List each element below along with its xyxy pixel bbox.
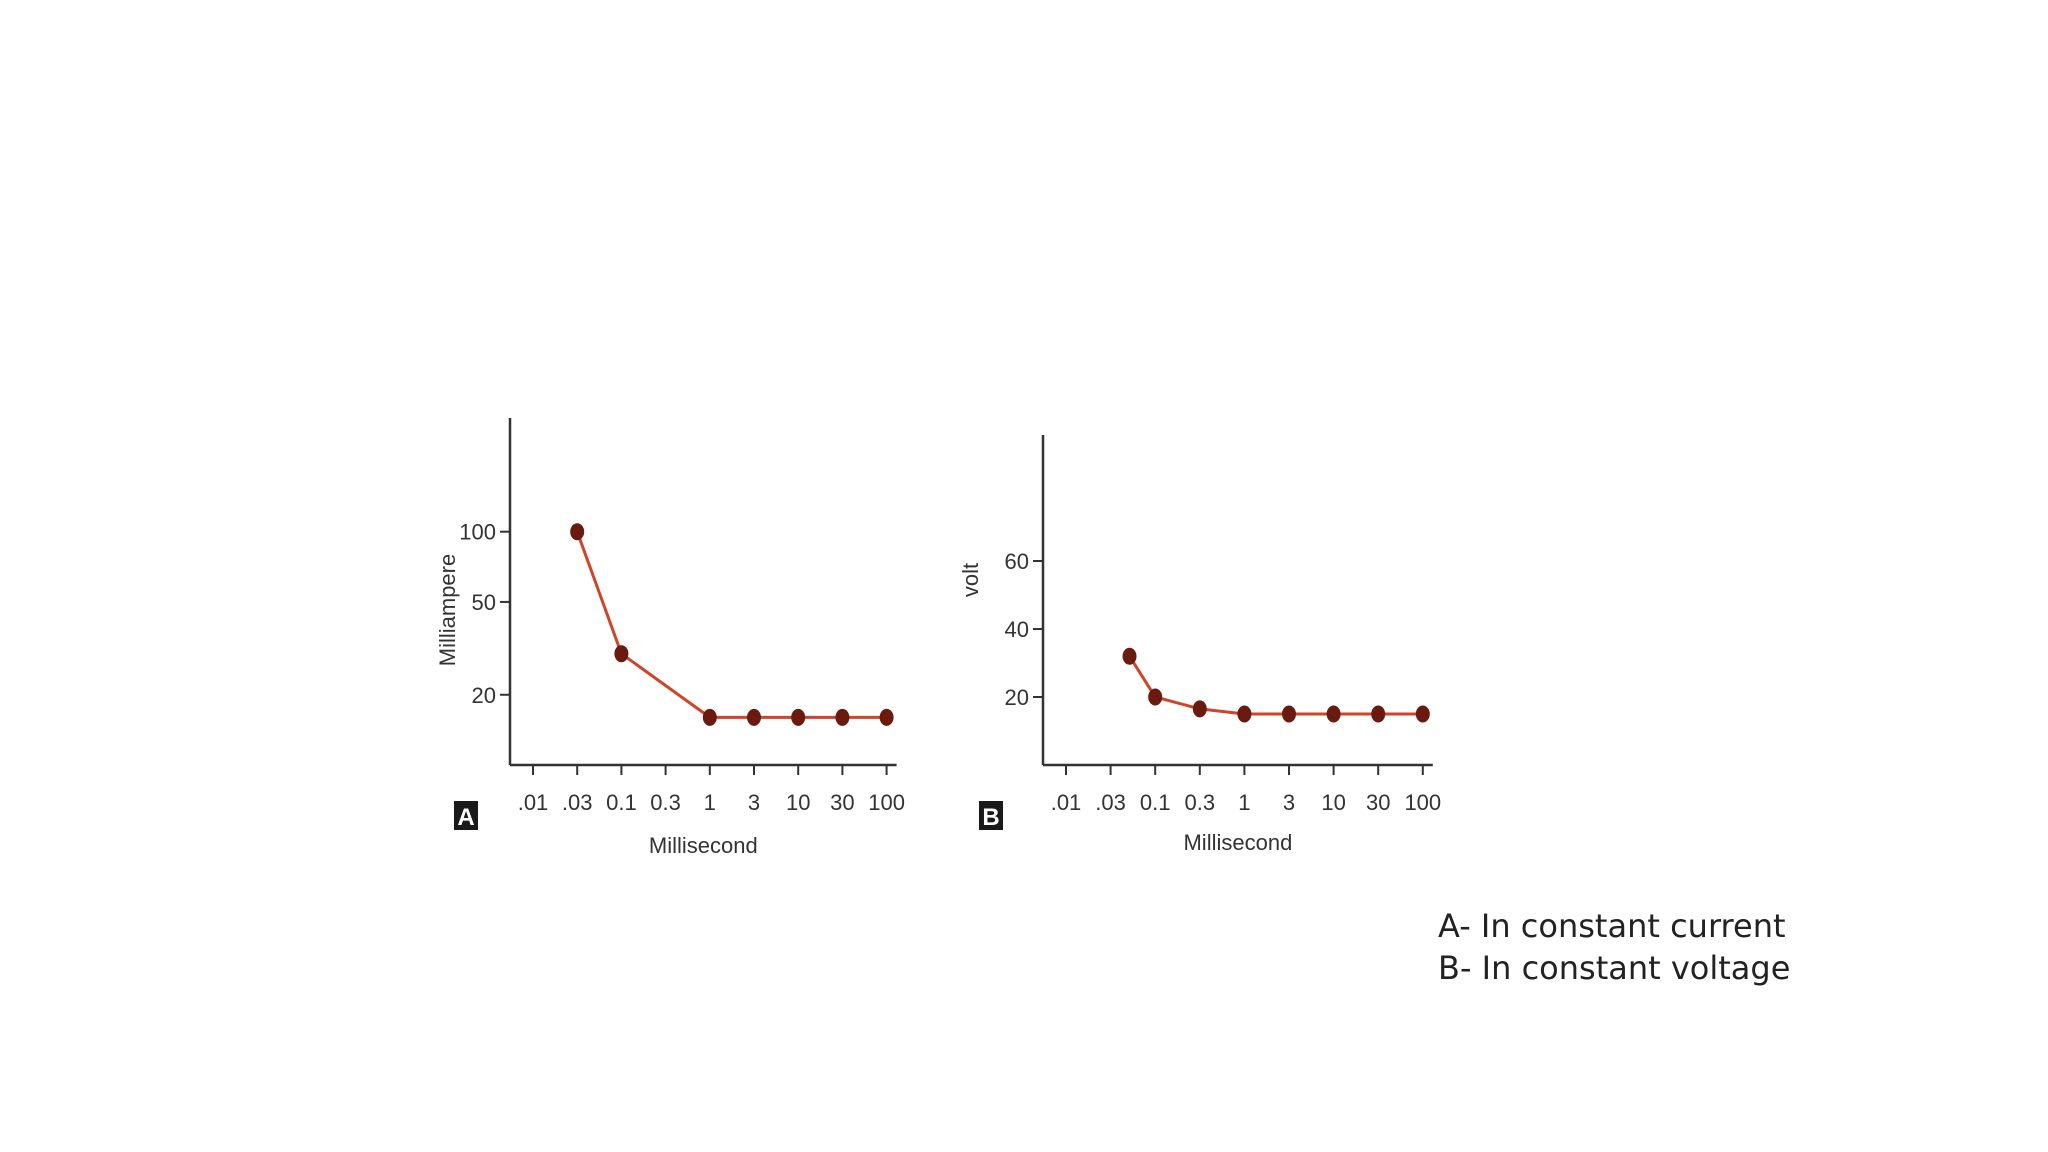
chart-a-x-axis-title: Millisecond [649, 833, 758, 858]
chart-b-x-tick-label: 0.1 [1140, 790, 1171, 815]
chart-a-data-point [570, 523, 585, 541]
chart-a-data-point [747, 708, 761, 726]
chart-a-data-point [614, 645, 629, 663]
chart-b-data-point [1371, 705, 1386, 723]
chart-b-y-axis-title: volt [958, 563, 983, 597]
chart-b-panel-letter: B [982, 804, 999, 831]
chart-b-data-point [1148, 688, 1163, 706]
chart-a-y-tick-label: 20 [472, 683, 496, 708]
chart-b-data-point [1282, 705, 1296, 723]
chart-b-x-tick-label: 0.3 [1185, 790, 1216, 815]
chart-b-x-tick-label: 1 [1238, 790, 1250, 815]
chart-b-y-tick-label: 40 [1005, 617, 1029, 642]
chart-b-x-tick-label: .01 [1051, 790, 1082, 815]
chart-b-data-point [1237, 705, 1252, 723]
chart-a-data-point [835, 708, 850, 726]
chart-a-y-tick-label: 100 [459, 520, 496, 545]
chart-b-x-axis-title: Millisecond [1183, 830, 1292, 855]
chart-a-data-point [702, 708, 717, 726]
chart-a-y-axis-title: Milliampere [435, 554, 460, 666]
chart-a-x-tick-label: 100 [868, 790, 905, 815]
chart-a-x-tick-label: 0.3 [650, 790, 681, 815]
caption-line-a: A- In constant current [1438, 907, 1786, 945]
chart-a-x-tick-label: 30 [830, 790, 854, 815]
chart-b-panel-badge [979, 801, 1003, 830]
chart-b-data-point [1122, 647, 1137, 665]
chart-b-y-tick-label: 20 [1005, 685, 1029, 710]
chart-b-x-tick-label: .03 [1095, 790, 1126, 815]
chart-b-data-point [1192, 700, 1207, 718]
chart-b-y-tick-label: 60 [1005, 549, 1029, 574]
chart-a-x-tick-label: .03 [562, 790, 593, 815]
chart-b-data-point [1326, 705, 1341, 723]
chart-a-data-point [791, 708, 806, 726]
chart-a-x-tick-label: 1 [704, 790, 716, 815]
chart-b-x-tick-label: 30 [1366, 790, 1390, 815]
chart-a-data-point [879, 708, 894, 726]
chart-b-series-line [1128, 655, 1423, 716]
chart-b-x-tick-label: 100 [1404, 790, 1441, 815]
chart-a-x-tick-label: 10 [786, 790, 810, 815]
chart-a-x-tick-label: 3 [748, 790, 760, 815]
chart-a-x-tick-label: .01 [518, 790, 549, 815]
chart-b-data-point [1415, 705, 1430, 723]
chart-a-x-tick-label: 0.1 [606, 790, 637, 815]
chart-a-panel-badge [454, 801, 478, 830]
chart-a-series-line [575, 531, 887, 719]
caption-line-b: B- In constant voltage [1438, 949, 1791, 987]
chart-a-panel-letter: A [457, 804, 474, 831]
chart-b-x-tick-label: 3 [1283, 790, 1295, 815]
chart-b-x-tick-label: 10 [1321, 790, 1345, 815]
figure-caption: A- In constant current B- In constant vo… [1438, 905, 1790, 989]
chart-a-y-tick-label: 50 [472, 590, 496, 615]
